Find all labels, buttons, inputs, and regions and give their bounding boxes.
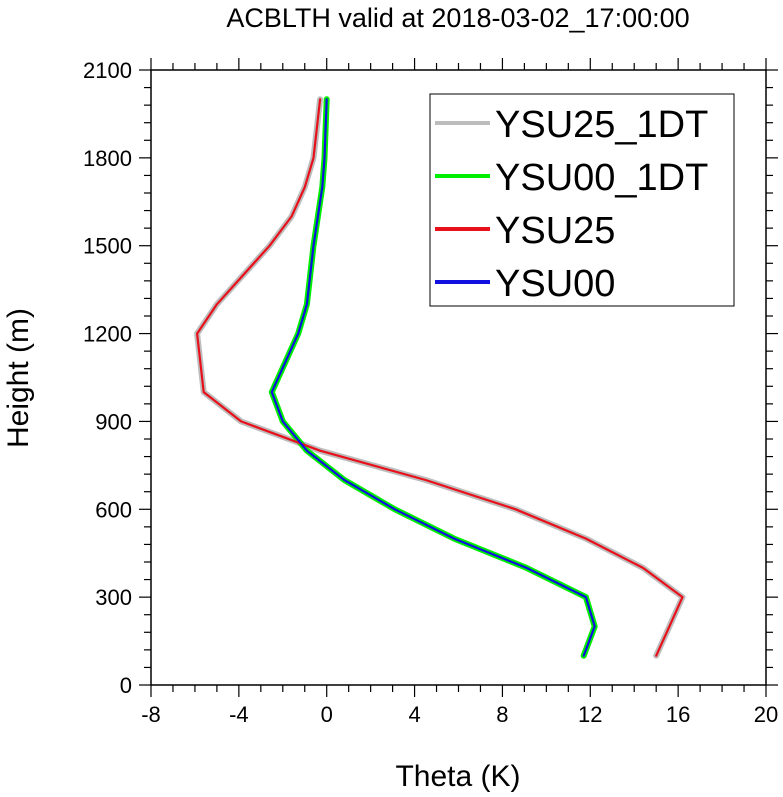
x-tick-label: 0 — [321, 702, 333, 727]
y-tick-label: 2100 — [83, 58, 132, 83]
tick-labels: -8 -4 0 4 8 12 16 20 0 300 600 900 1200 1500 1800 2100 — [83, 58, 778, 727]
legend-label: YSU25_1DT — [495, 104, 708, 146]
chart-title: ACBLTH valid at 2018-03-02_17:00:00 — [226, 3, 689, 33]
legend-label: YSU25 — [495, 210, 615, 252]
legend: YSU25_1DT YSU00_1DT YSU25 YSU00 — [429, 93, 735, 307]
x-tick-label: 4 — [408, 702, 420, 727]
legend-label: YSU00 — [495, 263, 615, 305]
x-tick-label: -8 — [141, 702, 161, 727]
y-tick-label: 0 — [120, 673, 132, 698]
y-tick-label: 900 — [95, 409, 132, 434]
y-tick-label: 1800 — [83, 146, 132, 171]
x-axis-label: Theta (K) — [395, 760, 520, 793]
x-tick-label: 8 — [496, 702, 508, 727]
y-tick-label: 1500 — [83, 234, 132, 259]
x-tick-label: 20 — [754, 702, 778, 727]
legend-label: YSU00_1DT — [495, 157, 708, 199]
y-axis-label: Height (m) — [2, 308, 35, 448]
legend-box — [429, 93, 735, 307]
axis-ticks — [139, 58, 778, 697]
series-lines — [194, 96, 686, 659]
x-tick-label: 16 — [666, 702, 690, 727]
x-tick-label: 12 — [578, 702, 602, 727]
y-tick-label: 600 — [95, 497, 132, 522]
y-tick-label: 300 — [95, 585, 132, 610]
series-line-ysu25 — [196, 98, 684, 657]
y-tick-label: 1200 — [83, 322, 132, 347]
x-tick-label: -4 — [229, 702, 249, 727]
series-line-ysu00 — [270, 98, 596, 657]
